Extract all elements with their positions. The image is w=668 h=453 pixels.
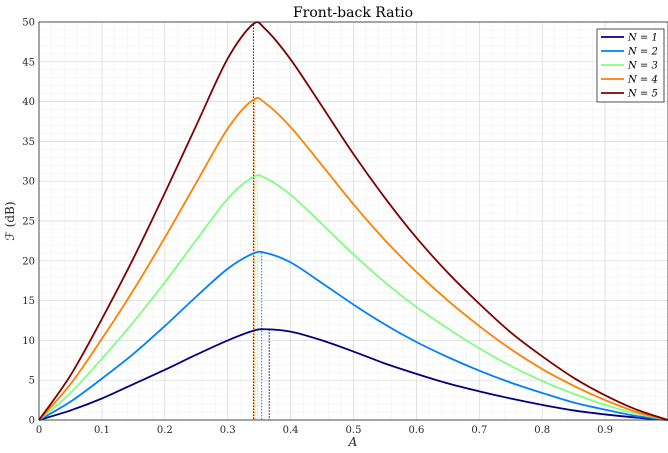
legend-label-n4: N = 4 (627, 75, 658, 86)
x-axis-label: A (348, 435, 358, 449)
peak-markers (252, 24, 270, 420)
x-tick-label: 0 (36, 425, 42, 436)
series-line-n1 (38, 328, 668, 421)
series-line-n3 (38, 174, 668, 421)
y-tick-label: 0 (29, 416, 35, 427)
x-tick-label: 0.9 (597, 425, 613, 436)
y-tick-label: 40 (22, 97, 35, 108)
series-line-n5 (38, 21, 668, 421)
x-tick-label: 0.8 (534, 425, 550, 436)
legend-label-n3: N = 3 (627, 61, 658, 72)
series-lines (38, 21, 668, 421)
x-tick-label: 0.2 (157, 425, 173, 436)
legend-label-n5: N = 5 (627, 89, 658, 100)
chart-title: Front-back Ratio (293, 5, 413, 21)
tick-labels: 0 0.1 0.2 0.3 0.4 0.5 0.6 0.7 0.8 0.9 0 5 10 15 20 25 30… (22, 18, 613, 437)
legend-label-n2: N = 2 (627, 47, 658, 58)
x-tick-label: 0.5 (346, 425, 362, 436)
x-tick-label: 0.4 (283, 425, 299, 436)
x-tick-label: 0.7 (471, 425, 487, 436)
y-tick-label: 10 (22, 336, 35, 347)
series-line-n2 (38, 250, 668, 421)
y-tick-label: 20 (22, 256, 35, 267)
x-tick-label: 0.3 (220, 425, 236, 436)
y-tick-label: 35 (22, 137, 35, 148)
y-tick-label: 25 (22, 217, 35, 228)
x-tick-label: 0.6 (408, 425, 424, 436)
y-axis-label: ℱ (dB) (3, 201, 17, 240)
y-tick-label: 5 (29, 376, 35, 387)
y-tick-label: 30 (22, 177, 35, 188)
y-tick-label: 45 (22, 57, 35, 68)
y-tick-label: 50 (22, 18, 35, 29)
x-tick-label: 0.1 (94, 425, 110, 436)
y-tick-label: 15 (22, 296, 35, 307)
plot-frame (38, 21, 668, 421)
series-line-n4 (38, 97, 668, 421)
legend-label-n1: N = 1 (627, 33, 658, 44)
legend: N = 1 N = 2 N = 3 N = 4 N = 5 (596, 28, 665, 103)
